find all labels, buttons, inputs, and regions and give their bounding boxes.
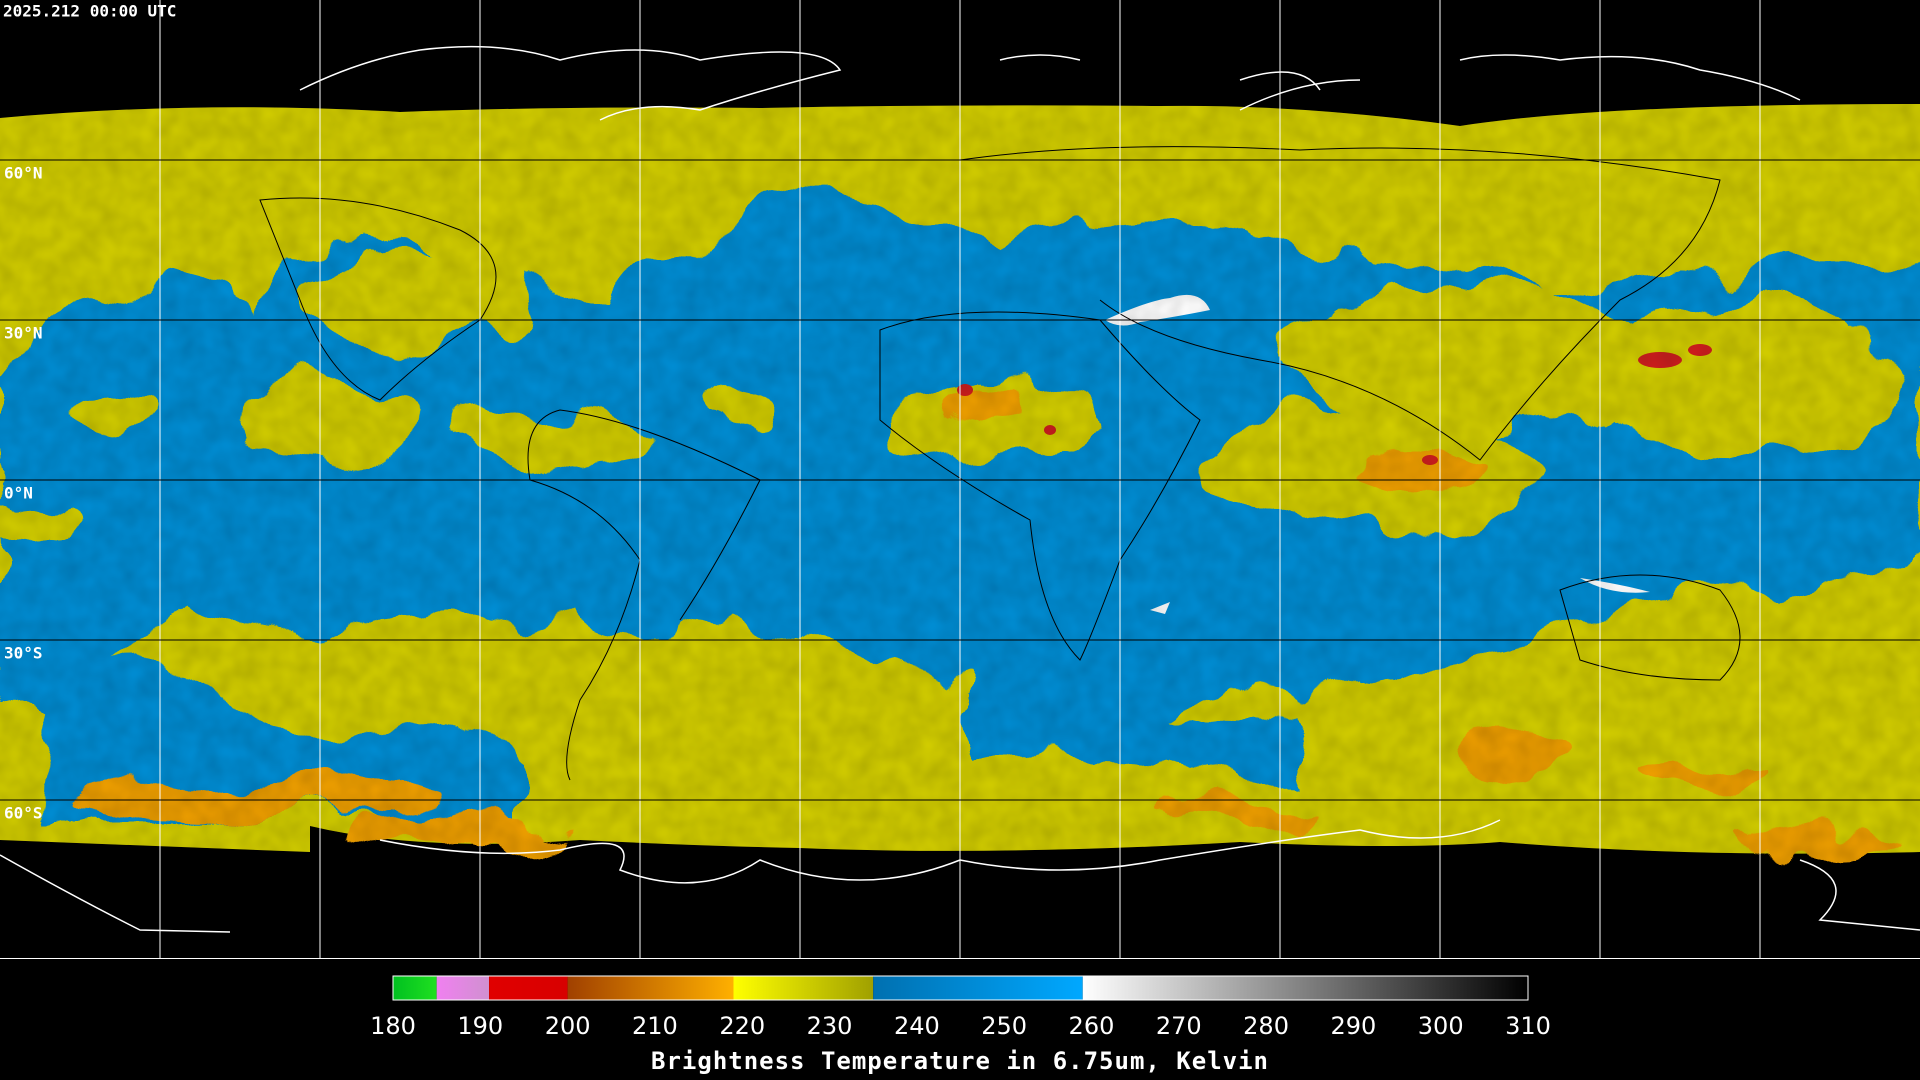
convective-core xyxy=(1638,352,1682,368)
coastline xyxy=(999,54,1801,111)
cloud-cluster xyxy=(1580,300,1900,460)
outline xyxy=(1559,574,1741,681)
colorbar-segment xyxy=(393,976,437,1000)
convective-core xyxy=(957,384,973,396)
cold-top xyxy=(940,382,1020,418)
colorbar-tick-label: 260 xyxy=(1069,1012,1115,1040)
colorbar-frame xyxy=(392,975,1529,1001)
warm-patch xyxy=(1580,578,1650,593)
colorbar-segment xyxy=(1082,976,1528,1000)
convective-core xyxy=(1688,344,1712,356)
colorbar-tick-label: 190 xyxy=(457,1012,503,1040)
colorbar-tick-label: 280 xyxy=(1243,1012,1289,1040)
colorbar-label: Brightness Temperature in 6.75um, Kelvin xyxy=(651,1047,1269,1075)
cloud-cluster xyxy=(440,410,640,470)
dry-region xyxy=(980,636,1300,770)
cold-top xyxy=(350,816,570,844)
graticule xyxy=(159,0,1761,958)
cloud-cluster xyxy=(240,380,420,460)
colorbar-tick-label: 200 xyxy=(545,1012,591,1040)
colorbar-segment xyxy=(873,976,1083,1000)
colorbar-tick-label: 240 xyxy=(894,1012,940,1040)
timestamp: 2025.212 00:00 UTC xyxy=(3,2,176,21)
colorbar-tick-label: 310 xyxy=(1505,1012,1551,1040)
outline xyxy=(527,409,761,781)
convective-core xyxy=(1422,455,1438,465)
colorbar-tick-label: 290 xyxy=(1330,1012,1376,1040)
cloud-cluster xyxy=(310,250,530,350)
borders xyxy=(259,146,1741,781)
cloud-cluster xyxy=(0,500,90,540)
cold-top xyxy=(1460,725,1560,775)
colorbar-tick-label: 180 xyxy=(370,1012,416,1040)
cloud-cluster xyxy=(70,390,150,450)
colorbar-segment xyxy=(567,976,734,1000)
cloud-cluster xyxy=(880,375,1100,465)
latitude-label: 30°S xyxy=(4,644,43,663)
coastline xyxy=(299,45,842,121)
colorbar-segment xyxy=(489,976,568,1000)
colorbar-tick-label: 270 xyxy=(1156,1012,1202,1040)
colorbar-tick-label: 250 xyxy=(981,1012,1027,1040)
latitude-label: 60°S xyxy=(4,804,43,823)
cold-top xyxy=(1630,766,1770,794)
imagery xyxy=(0,0,1920,958)
cold-top xyxy=(1730,830,1910,850)
warm-patch xyxy=(1150,602,1170,614)
colorbar-segment xyxy=(733,976,874,1000)
colorbar-tick-label: 210 xyxy=(632,1012,678,1040)
colorbar: 180 190 200 210 220 230 240 250 260 270 280 290 300 3… xyxy=(370,975,1551,1040)
latitude-label: 60°N xyxy=(4,164,43,183)
coastline xyxy=(0,819,1920,933)
convective-core xyxy=(1044,425,1056,435)
cloud-cluster xyxy=(1280,290,1680,430)
latitude-label: 30°N xyxy=(4,324,43,343)
latitude-label: 0°N xyxy=(4,484,33,503)
colorbar-segment xyxy=(436,976,490,1000)
colorbar-tick-label: 220 xyxy=(719,1012,765,1040)
warm-patch xyxy=(1105,294,1210,326)
colorbar-tick-label: 230 xyxy=(807,1012,853,1040)
coastlines xyxy=(0,45,1920,933)
cloud-cluster xyxy=(700,390,780,430)
cold-top xyxy=(1360,450,1480,490)
colorbar-tick-label: 300 xyxy=(1418,1012,1464,1040)
